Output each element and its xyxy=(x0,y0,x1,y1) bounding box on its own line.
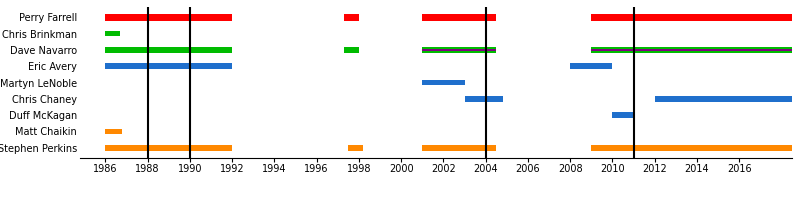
Bar xyxy=(613,112,634,118)
Bar xyxy=(422,80,465,85)
Bar xyxy=(654,96,792,102)
Bar xyxy=(422,14,496,21)
Bar xyxy=(591,145,792,150)
Bar xyxy=(422,49,496,51)
Bar xyxy=(106,145,232,150)
Bar xyxy=(344,47,359,53)
Bar xyxy=(106,31,120,36)
Bar xyxy=(106,129,122,134)
Bar xyxy=(422,145,496,150)
Bar xyxy=(106,14,232,21)
Bar xyxy=(348,145,363,150)
Bar xyxy=(591,49,792,51)
Bar xyxy=(106,47,232,53)
Bar xyxy=(591,47,792,53)
Bar xyxy=(344,14,359,21)
Bar xyxy=(106,63,232,69)
Bar xyxy=(570,63,613,69)
Bar xyxy=(465,96,502,102)
Bar xyxy=(422,47,496,53)
Bar xyxy=(591,14,792,21)
